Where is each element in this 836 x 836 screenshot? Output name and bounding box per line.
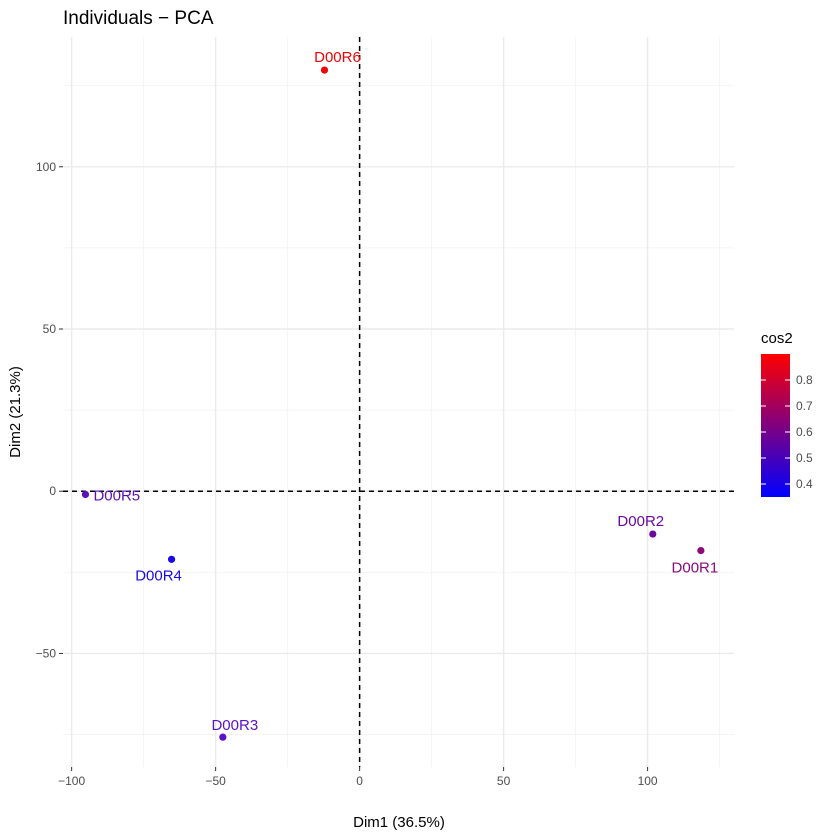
y-tick-label: 50 <box>43 322 57 336</box>
data-point <box>649 530 657 538</box>
y-tick-label: 100 <box>36 160 56 174</box>
legend-tick-label: 0.6 <box>796 425 813 439</box>
data-point <box>81 490 90 499</box>
legend: cos2 0.4 0.5 0.6 0.7 0.8 <box>761 330 813 497</box>
data-point-label: D00R4 <box>135 567 182 584</box>
reference-lines <box>63 37 734 767</box>
x-tick-label: 0 <box>356 774 363 788</box>
data-point <box>219 733 227 741</box>
x-axis-title: Dim1 (36.5%) <box>353 814 445 831</box>
x-tick-label: −100 <box>58 774 85 788</box>
axis-ticks: −100 −50 0 50 100 −50 0 50 100 <box>36 160 658 788</box>
data-point <box>167 555 176 563</box>
data-points: D00R1 D00R2 D00R3 D00R4 D00R5 D00R6 <box>81 49 719 741</box>
chart-title: Individuals − PCA <box>63 8 214 29</box>
y-axis-title: Dim2 (21.3%) <box>7 366 24 458</box>
legend-title: cos2 <box>761 330 793 347</box>
legend-colorbar <box>761 354 790 497</box>
data-point <box>697 546 705 555</box>
grid <box>63 37 734 767</box>
data-point-label: D00R6 <box>314 49 361 66</box>
legend-tick-label: 0.5 <box>796 451 813 465</box>
legend-tick-label: 0.7 <box>796 399 813 413</box>
y-tick-label: 0 <box>49 484 56 498</box>
data-point-label: D00R1 <box>672 560 719 577</box>
legend-tick-label: 0.4 <box>796 477 813 491</box>
x-tick-label: 100 <box>638 774 658 788</box>
data-point-label: D00R2 <box>617 513 664 530</box>
data-point <box>320 66 329 74</box>
data-point-label: D00R5 <box>93 487 140 504</box>
y-tick-label: −50 <box>36 646 57 660</box>
x-tick-label: −50 <box>205 774 226 788</box>
x-tick-label: 50 <box>497 774 511 788</box>
data-point-label: D00R3 <box>211 717 258 734</box>
legend-tick-label: 0.8 <box>796 373 813 387</box>
